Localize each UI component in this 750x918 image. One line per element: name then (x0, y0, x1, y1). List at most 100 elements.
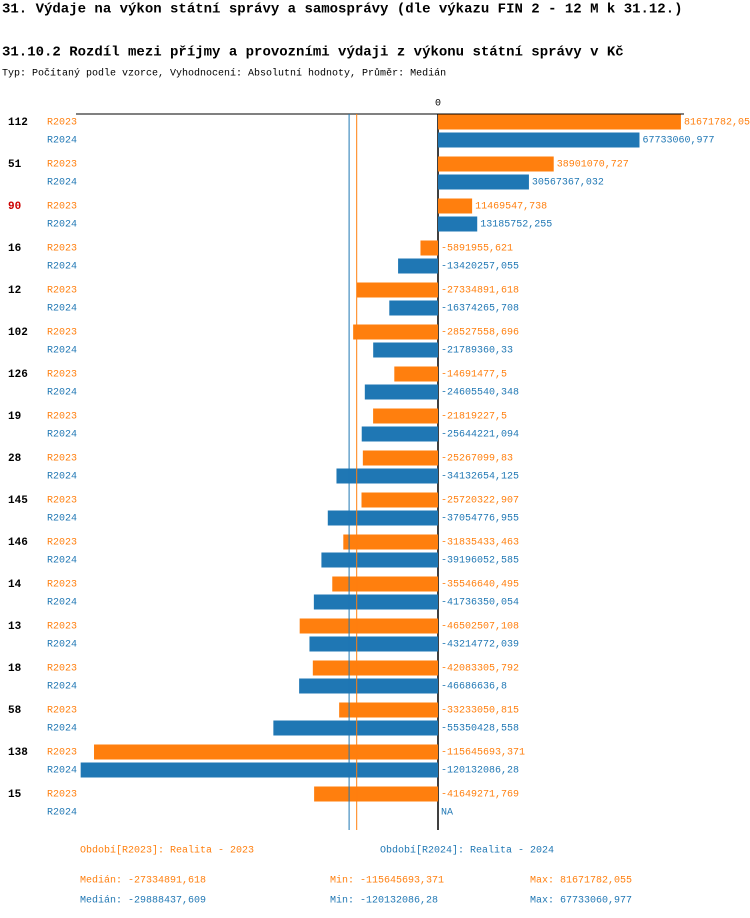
series-row-label: R2024 (47, 514, 77, 525)
stat-label: Min: -115645693,371 (330, 875, 444, 887)
series-row-label: R2024 (47, 808, 77, 819)
bar (313, 594, 439, 610)
series-row-label: R2023 (47, 244, 77, 255)
series-row-label: R2023 (47, 748, 77, 759)
value-label: -24605540,348 (441, 388, 519, 399)
series-row-label: R2024 (47, 766, 77, 777)
bar (327, 510, 439, 526)
bar (420, 240, 439, 256)
value-label: -41736350,054 (441, 598, 519, 609)
value-label: -34132654,125 (441, 472, 519, 483)
value-label: -31835433,463 (441, 538, 519, 549)
value-label: 67733060,977 (642, 136, 714, 147)
value-label: 13185752,255 (480, 220, 552, 231)
series-row-label: R2024 (47, 640, 77, 651)
category-label: 28 (8, 453, 22, 465)
value-label: -25720322,907 (441, 496, 519, 507)
x-tick-label: 0 (435, 99, 441, 110)
series-row-label: R2024 (47, 472, 77, 483)
stat-label: Medián: -27334891,618 (80, 875, 206, 887)
bar (438, 216, 478, 232)
value-label: -115645693,371 (441, 748, 525, 759)
series-row-label: R2023 (47, 202, 77, 213)
value-label: 81671782,05 (684, 118, 750, 129)
series-row-label: R2023 (47, 160, 77, 171)
stat-label: Medián: -29888437,609 (80, 895, 206, 907)
legend-label: Období[R2023]: Realita - 2023 (80, 845, 254, 857)
category-label: 19 (8, 411, 21, 423)
bar (336, 468, 439, 484)
bar (273, 720, 439, 736)
bar (362, 450, 439, 466)
series-row-label: R2024 (47, 682, 77, 693)
value-label: -37054776,955 (441, 514, 519, 525)
series-row-label: R2023 (47, 496, 77, 507)
bar (332, 576, 439, 592)
bar (438, 174, 529, 190)
chart-title: 31. Výdaje na výkon státní správy a samo… (2, 2, 683, 18)
series-row-label: R2024 (47, 136, 77, 147)
bar (373, 408, 439, 424)
bar (438, 156, 554, 172)
series-row-label: R2024 (47, 388, 77, 399)
category-label: 51 (8, 159, 22, 171)
category-label: 16 (8, 243, 21, 255)
bar (364, 384, 439, 400)
bar (394, 366, 439, 382)
series-row-label: R2023 (47, 118, 77, 129)
chart-subtitle: 31.10.2 Rozdíl mezi příjmy a provozními … (2, 45, 624, 61)
value-label: -28527558,696 (441, 328, 519, 339)
category-label: 126 (8, 369, 28, 381)
category-label: 14 (8, 579, 22, 591)
value-label: 38901070,727 (557, 160, 629, 171)
bar (361, 492, 439, 508)
bar (343, 534, 439, 550)
category-label: 145 (8, 495, 28, 507)
value-label: -14691477,5 (441, 370, 507, 381)
value-label: -27334891,618 (441, 286, 519, 297)
value-label: -46686636,8 (441, 682, 507, 693)
category-label: 90 (8, 201, 21, 213)
category-label: 15 (8, 789, 22, 801)
value-label: -46502507,108 (441, 622, 519, 633)
value-label: -39196052,585 (441, 556, 519, 567)
stat-label: Max: 67733060,977 (530, 896, 632, 907)
value-label: -35546640,495 (441, 580, 519, 591)
value-label: -120132086,28 (441, 766, 519, 777)
bar (356, 282, 439, 298)
value-label: 30567367,032 (532, 178, 604, 189)
bar (94, 744, 439, 760)
value-label: NA (441, 808, 453, 819)
value-label: -33233050,815 (441, 706, 519, 717)
value-label: -21789360,33 (441, 346, 513, 357)
value-label: -16374265,708 (441, 304, 519, 315)
series-row-label: R2024 (47, 304, 77, 315)
series-row-label: R2023 (47, 412, 77, 423)
series-row-label: R2023 (47, 538, 77, 549)
bar (339, 702, 439, 718)
value-label: -55350428,558 (441, 724, 519, 735)
value-label: -13420257,055 (441, 262, 519, 273)
bar (438, 198, 473, 214)
bar (398, 258, 439, 274)
series-row-label: R2023 (47, 580, 77, 591)
series-row-label: R2023 (47, 664, 77, 675)
series-row-label: R2023 (47, 286, 77, 297)
bar (361, 426, 439, 442)
series-row-label: R2023 (47, 370, 77, 381)
category-label: 102 (8, 327, 28, 339)
category-label: 146 (8, 537, 28, 549)
value-label: -42083305,792 (441, 664, 519, 675)
bar (312, 660, 439, 676)
series-row-label: R2023 (47, 706, 77, 717)
bar (299, 618, 439, 634)
series-row-label: R2024 (47, 724, 77, 735)
series-row-label: R2024 (47, 220, 77, 231)
stat-label: Max: 81671782,055 (530, 876, 632, 887)
category-label: 112 (8, 117, 28, 129)
value-label: -21819227,5 (441, 412, 507, 423)
category-label: 13 (8, 621, 22, 633)
series-row-label: R2023 (47, 328, 77, 339)
bar (438, 114, 681, 130)
